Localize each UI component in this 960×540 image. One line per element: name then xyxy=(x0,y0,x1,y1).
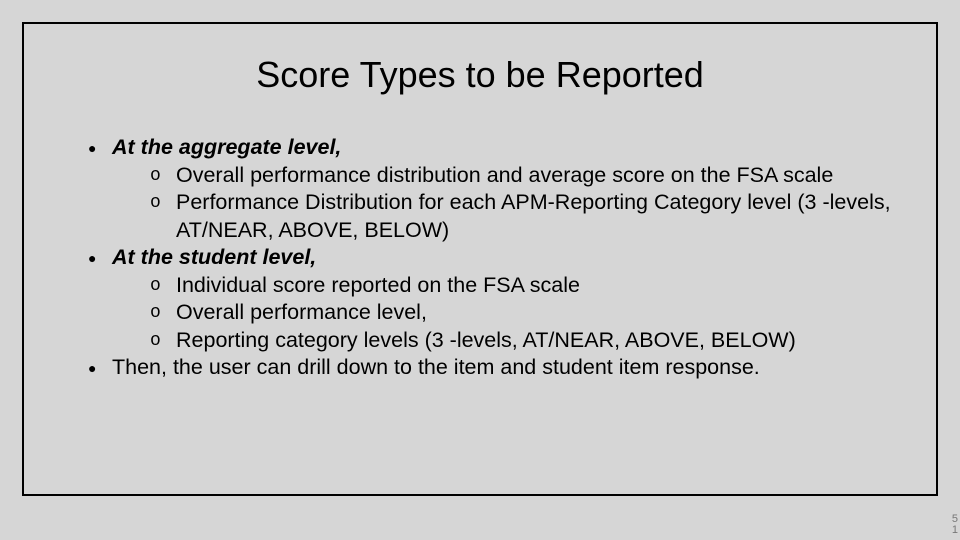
bullet-list: At the aggregate level, Overall performa… xyxy=(64,134,896,382)
sub-bullet-item: Individual score reported on the FSA sca… xyxy=(150,272,896,300)
page-number-bottom: 1 xyxy=(952,525,958,536)
bullet-item: At the aggregate level, Overall performa… xyxy=(88,134,896,244)
slide: Score Types to be Reported At the aggreg… xyxy=(0,0,960,540)
slide-frame: Score Types to be Reported At the aggreg… xyxy=(22,22,938,496)
slide-content: At the aggregate level, Overall performa… xyxy=(64,134,896,382)
bullet-label: Then, the user can drill down to the ite… xyxy=(112,355,760,379)
bullet-item: Then, the user can drill down to the ite… xyxy=(88,354,896,382)
slide-title: Score Types to be Reported xyxy=(64,54,896,96)
sub-bullet-list: Overall performance distribution and ave… xyxy=(112,162,896,245)
sub-bullet-item: Overall performance level, xyxy=(150,299,896,327)
bullet-label: At the aggregate level, xyxy=(112,135,341,159)
bullet-label: At the student level, xyxy=(112,245,316,269)
sub-bullet-item: Reporting category levels (3 -levels, AT… xyxy=(150,327,896,355)
bullet-item: At the student level, Individual score r… xyxy=(88,244,896,354)
sub-bullet-list: Individual score reported on the FSA sca… xyxy=(112,272,896,355)
sub-bullet-item: Overall performance distribution and ave… xyxy=(150,162,896,190)
sub-bullet-item: Performance Distribution for each APM-Re… xyxy=(150,189,896,244)
page-number: 5 1 xyxy=(952,514,958,536)
